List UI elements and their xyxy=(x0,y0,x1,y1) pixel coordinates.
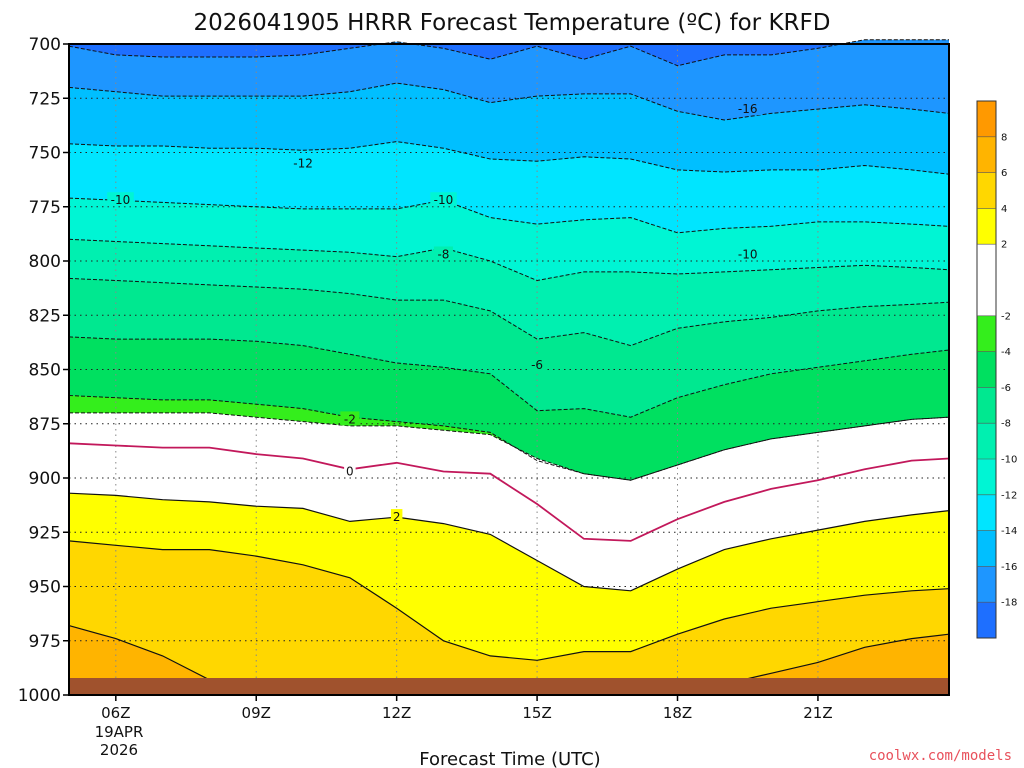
isotherm--8 xyxy=(68,277,950,347)
colorbar-band--18 xyxy=(977,566,996,603)
contour-label-bg-2 xyxy=(107,192,134,207)
contour-label-bg-5 xyxy=(433,246,453,261)
temperature-fill-layer xyxy=(69,39,949,696)
y-tick-label-700: 700 xyxy=(29,35,61,55)
contour-label-bg-4 xyxy=(734,246,761,261)
y-tick-label-800: 800 xyxy=(29,252,61,272)
y-tick-label-850: 850 xyxy=(29,361,61,381)
y-tick-label-975: 975 xyxy=(29,632,61,652)
contour-label-5: -8 xyxy=(437,247,449,261)
colorbar-band-2 xyxy=(977,208,996,245)
colorbar: -18 -16 -14 -12 -10 -8 -6 -4 -2 2 4 6 8 xyxy=(976,100,1017,639)
colorbar-label-6: 6 xyxy=(1001,168,1007,179)
colorbar-band--8 xyxy=(977,387,996,424)
fill-band-4 xyxy=(69,540,949,695)
isotherm--2 xyxy=(69,412,950,481)
contour-label-6: -6 xyxy=(531,358,543,372)
colorbar-band--12 xyxy=(977,459,996,495)
credit-text: coolwx.com/models xyxy=(869,748,1012,764)
colorbar-band-6 xyxy=(977,136,996,173)
colorbar-band--16 xyxy=(977,530,996,567)
colorbar-band-8 xyxy=(977,101,996,137)
x-axis: 06Z 09Z 12Z 15Z 18Z 21Z xyxy=(101,695,833,722)
colorbar-label--18: -18 xyxy=(1001,598,1017,609)
x-tick-label-21Z: 21Z xyxy=(803,704,832,722)
x-tick-label-09Z: 09Z xyxy=(242,704,271,722)
colorbar-label--6: -6 xyxy=(1001,383,1011,394)
contour-label-bg-8 xyxy=(344,463,356,478)
contour-label-1: -12 xyxy=(293,156,313,170)
colorbar-frame xyxy=(976,100,997,639)
isotherm-2 xyxy=(68,492,950,592)
x-tick-label-15Z: 15Z xyxy=(522,704,551,722)
colorbar-band--10 xyxy=(977,423,996,459)
y-tick-label-825: 825 xyxy=(29,306,61,326)
contour-label-bg-0 xyxy=(734,101,761,116)
colorbar-band--20 xyxy=(977,602,996,638)
y-tick-label-775: 775 xyxy=(29,198,61,218)
x-tick-label-12Z: 12Z xyxy=(382,704,411,722)
ground-surface xyxy=(69,678,949,695)
contour-labels: -16 -12 -10 -10 -10 -8 -6 -2 0 2 xyxy=(107,101,761,524)
colorbar-band--6 xyxy=(977,351,996,388)
x-tick-label-06Z: 06Z xyxy=(101,704,130,722)
contour-label-2: -10 xyxy=(111,193,131,207)
colorbar-label--10: -10 xyxy=(1001,455,1017,466)
contour-label-0: -16 xyxy=(738,102,758,116)
date-label-day: 19APR xyxy=(95,723,144,741)
isotherm--14 xyxy=(68,141,950,175)
y-axis: 700 725 750 775 800 825 850 875 900 925 950 975 1000 xyxy=(18,35,69,706)
colorbar-label-8: 8 xyxy=(1001,132,1007,143)
colorbar-label-4: 4 xyxy=(1001,204,1007,215)
y-tick-label-725: 725 xyxy=(29,89,61,109)
y-tick-label-900: 900 xyxy=(29,469,61,489)
y-tick-label-925: 925 xyxy=(29,523,61,543)
contour-label-8: 0 xyxy=(346,464,354,478)
colorbar-label--16: -16 xyxy=(1001,562,1017,573)
contour-label-bg-1 xyxy=(289,155,317,170)
isotherm--6 xyxy=(68,336,950,418)
contour-label-bg-3 xyxy=(430,192,457,207)
x-axis-label: Forecast Time (UTC) xyxy=(419,749,600,768)
contour-label-9: 2 xyxy=(393,510,401,524)
colorbar-band-4 xyxy=(977,172,996,209)
colorbar-band--2 xyxy=(977,244,996,316)
x-tick-label-18Z: 18Z xyxy=(663,704,692,722)
contour-label-3: -10 xyxy=(434,193,454,207)
y-tick-label-950: 950 xyxy=(29,578,61,598)
colorbar-label--2: -2 xyxy=(1001,311,1011,322)
contour-label-bg-6 xyxy=(527,357,547,372)
date-label-year: 2026 xyxy=(100,741,138,759)
colorbar-label--12: -12 xyxy=(1001,490,1017,501)
colorbar-label--14: -14 xyxy=(1001,526,1017,537)
colorbar-label--8: -8 xyxy=(1001,419,1011,430)
colorbar-label-2: 2 xyxy=(1001,240,1007,251)
isotherm-0 xyxy=(68,442,950,542)
isotherm-4 xyxy=(68,540,950,661)
colorbar-band--4 xyxy=(977,315,996,352)
chart-title: 2026041905 HRRR Forecast Temperature (ºC… xyxy=(194,10,831,36)
colorbar-band--14 xyxy=(977,494,996,531)
y-tick-label-1000: 1000 xyxy=(18,686,61,706)
colorbar-label--4: -4 xyxy=(1001,347,1011,358)
isotherm-lines xyxy=(68,39,950,685)
contour-label-7: -2 xyxy=(344,412,356,426)
y-tick-label-875: 875 xyxy=(29,415,61,435)
contour-label-bg-9 xyxy=(390,509,403,524)
contour-label-bg-7 xyxy=(340,411,360,426)
y-tick-label-750: 750 xyxy=(29,144,61,164)
contour-label-4: -10 xyxy=(738,247,758,261)
